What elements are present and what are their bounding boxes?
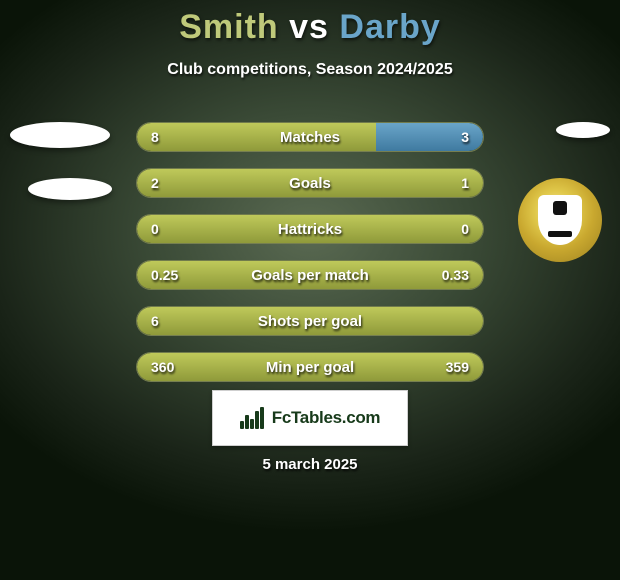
brand-badge: FcTables.com [212,390,408,446]
stats-bars: Matches83 Goals21 Hattricks00 Goals per mat… [136,122,484,398]
stat-bar-left [137,123,376,151]
stat-row: Goals per match0.250.33 [136,260,484,290]
title-player2: Darby [339,8,440,46]
stat-row: Shots per goal6 [136,306,484,336]
stat-bar-left [137,169,483,197]
avatar-placeholder-2 [28,178,112,200]
stat-bar-left [137,353,483,381]
player2-crest [518,178,602,262]
date-text: 5 march 2025 [0,456,620,473]
title-vs: vs [289,8,329,46]
stat-bar-left [137,215,483,243]
page-title: Smith vs Darby [0,0,620,47]
stat-bar-right [376,123,483,151]
avatar-placeholder-3 [556,122,610,138]
stat-row: Hattricks00 [136,214,484,244]
stat-row: Min per goal360359 [136,352,484,382]
stat-bar-left [137,261,483,289]
avatar-placeholder-1 [10,122,110,148]
subtitle: Club competitions, Season 2024/2025 [0,61,620,79]
brand-text: FcTables.com [272,408,381,428]
stat-row: Goals21 [136,168,484,198]
stat-row: Matches83 [136,122,484,152]
brand-chart-icon [240,405,266,431]
title-player1: Smith [179,8,278,46]
stat-bar-left [137,307,483,335]
